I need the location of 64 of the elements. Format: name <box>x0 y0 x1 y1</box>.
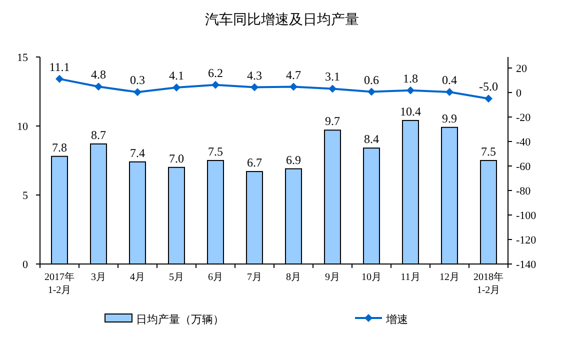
point <box>328 84 336 93</box>
x-tick-label: 4月 <box>130 272 145 283</box>
data-label: -5.0 <box>479 80 498 94</box>
y2-tick-label: -140 <box>516 259 537 271</box>
data-label: 6.2 <box>208 66 223 80</box>
y2-tick-label: -80 <box>516 186 532 198</box>
data-label: 10.4 <box>400 104 421 118</box>
data-label: 8.4 <box>364 132 379 146</box>
y-tick-label: 10 <box>17 121 28 133</box>
y2-tick-label: -20 <box>516 112 532 124</box>
data-label: 4.1 <box>169 68 184 82</box>
data-label: 4.8 <box>91 68 106 82</box>
legend-label: 增速 <box>385 313 408 326</box>
data-label: 6.9 <box>286 152 301 167</box>
point <box>134 88 142 96</box>
x-tick-label: 2017年 1-2月 <box>44 271 74 296</box>
data-label: 11.1 <box>49 60 70 74</box>
point <box>250 83 258 92</box>
y-tick-label: 0 <box>22 259 28 271</box>
data-label: 7.4 <box>130 146 145 160</box>
data-label: 6.7 <box>247 156 262 170</box>
data-label: 7.8 <box>52 140 67 154</box>
y2-tick-label: -100 <box>516 210 537 222</box>
point <box>94 82 102 91</box>
point <box>290 82 298 91</box>
data-label: 0.4 <box>442 73 457 88</box>
x-tick-label: 8月 <box>286 272 301 283</box>
data-label: 4.7 <box>286 68 301 82</box>
data-label: 7.5 <box>481 144 496 158</box>
x-tick-label: 9月 <box>325 272 340 283</box>
point <box>212 80 220 89</box>
legend-label: 日均产量（万辆） <box>136 313 224 326</box>
x-tick-label: 5月 <box>169 272 184 283</box>
data-label: 3.1 <box>325 70 340 84</box>
point <box>56 74 64 83</box>
y-tick-label: 15 <box>17 52 28 64</box>
point <box>368 88 376 96</box>
chart-title: 汽车同比增速及日均产量 <box>205 12 359 28</box>
x-tick-label: 2018年 1-2月 <box>474 271 504 296</box>
data-label: 7.0 <box>169 151 184 166</box>
x-tick-label: 11月 <box>400 272 420 283</box>
data-label: 9.9 <box>442 111 457 126</box>
data-label: 4.3 <box>247 68 262 82</box>
x-tick-label: 6月 <box>208 272 223 283</box>
y2-tick-label: 0 <box>516 88 522 100</box>
y-tick-label: 5 <box>22 190 28 202</box>
x-tick-label: 7月 <box>247 272 262 283</box>
y2-tick-label: -120 <box>516 234 537 247</box>
data-label: 8.7 <box>91 128 106 142</box>
point <box>406 86 414 94</box>
y2-tick-label: -40 <box>516 136 532 149</box>
point <box>172 84 180 92</box>
data-label: 9.7 <box>325 114 340 128</box>
y2-tick-label: -60 <box>516 161 532 174</box>
x-tick-label: 10月 <box>362 272 382 283</box>
point <box>446 88 454 96</box>
y2-tick-label: 20 <box>516 63 528 76</box>
data-label: 7.5 <box>208 144 223 158</box>
point <box>484 94 492 103</box>
data-label: 0.3 <box>130 73 145 88</box>
x-tick-label: 12月 <box>440 272 460 283</box>
x-tick-label: 3月 <box>91 272 106 283</box>
data-label: 1.8 <box>403 71 418 86</box>
data-label: 0.6 <box>364 72 379 87</box>
